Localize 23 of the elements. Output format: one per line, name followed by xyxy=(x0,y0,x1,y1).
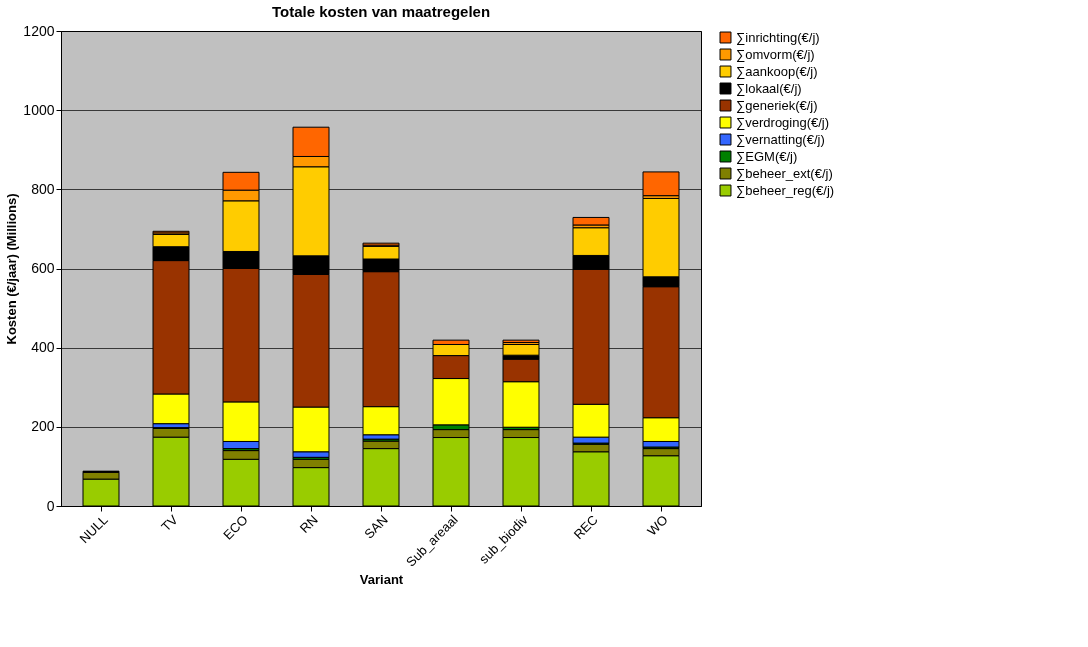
legend-label: ∑omvorm(€/j) xyxy=(736,46,815,62)
y-tick-label: 200 xyxy=(31,418,55,435)
chart-title: Totale kosten van maatregelen xyxy=(271,3,491,20)
x-axis-title: Variant xyxy=(359,571,404,587)
legend-label: ∑aankoop(€/j) xyxy=(736,63,818,79)
y-tick-label: 800 xyxy=(31,180,55,197)
legend-label: ∑vernatting(€/j) xyxy=(736,131,825,147)
legend-label: ∑beheer_reg(€/j) xyxy=(736,182,835,198)
x-tick-label: WO xyxy=(644,512,671,539)
legend-label: ∑inrichting(€/j) xyxy=(736,29,820,45)
legend-label: ∑EGM(€/j) xyxy=(736,148,798,164)
y-tick-label: 400 xyxy=(31,339,55,356)
y-tick-label: 600 xyxy=(31,260,55,276)
y-axis-title: Kosten (€/jaar) (Millions) xyxy=(4,193,20,345)
legend-label: ∑verdroging(€/j) xyxy=(736,114,830,130)
legend-label: ∑lokaal(€/j) xyxy=(736,80,802,96)
legend-label: ∑beheer_ext(€/j) xyxy=(736,165,833,181)
y-tick-label: 1000 xyxy=(23,101,55,118)
y-tick-label: 1200 xyxy=(23,22,55,39)
x-tick-label: RN xyxy=(296,512,321,536)
legend-label: ∑generiek(€/j) xyxy=(736,97,818,113)
x-tick-label: TV xyxy=(158,511,181,535)
y-tick-label: 0 xyxy=(46,497,55,514)
